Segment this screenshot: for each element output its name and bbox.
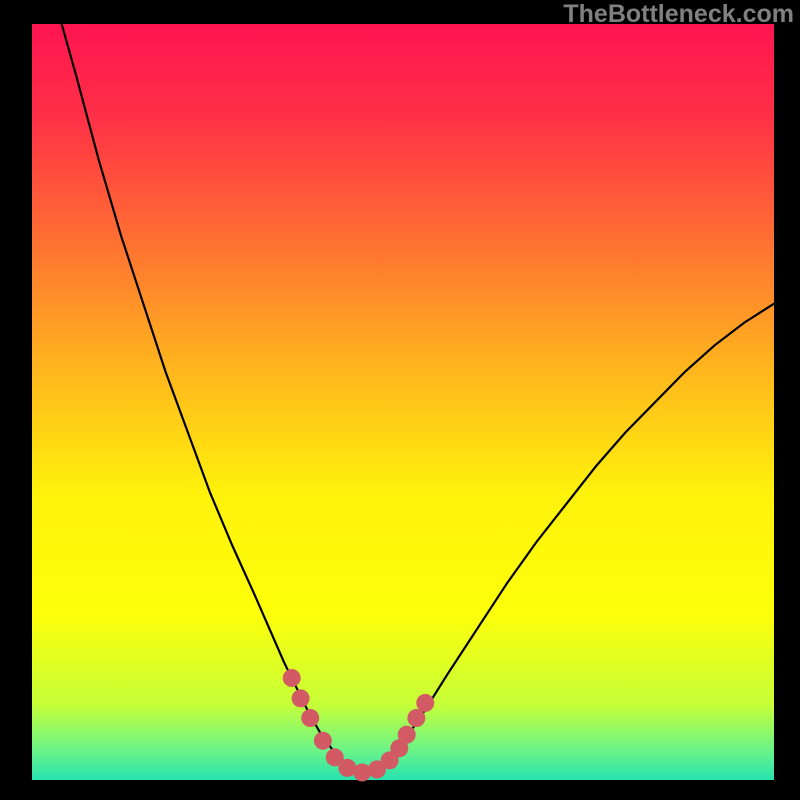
- curve-marker: [398, 726, 416, 744]
- curve-marker: [301, 709, 319, 727]
- curve-marker: [292, 689, 310, 707]
- curve-marker: [353, 763, 371, 781]
- watermark-text: TheBottleneck.com: [563, 0, 794, 29]
- curve-marker: [283, 669, 301, 687]
- curve-marker: [416, 694, 434, 712]
- plot-area: [32, 24, 774, 780]
- curve-marker: [407, 709, 425, 727]
- chart-stage: TheBottleneck.com: [0, 0, 800, 800]
- curve-marker: [314, 732, 332, 750]
- chart-svg: [0, 0, 800, 800]
